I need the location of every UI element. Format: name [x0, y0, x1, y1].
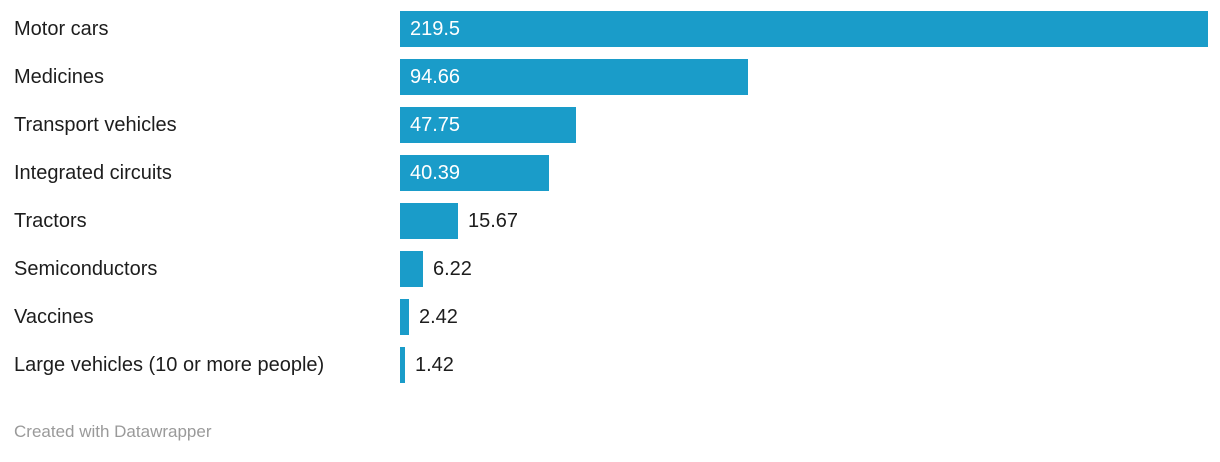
bar-row: Tractors 15.67 — [0, 197, 1220, 245]
value-label: 1.42 — [415, 353, 454, 376]
category-label: Semiconductors — [14, 258, 158, 280]
value-label: 47.75 — [410, 113, 461, 136]
value-label: 2.42 — [419, 305, 458, 328]
bar-area: 1.42 — [400, 347, 1220, 383]
bar-area: 6.22 — [400, 251, 1220, 287]
bar — [400, 347, 405, 383]
bar — [400, 299, 409, 335]
bar-area: 47.75 — [400, 107, 1220, 143]
category-label: Tractors — [14, 210, 87, 232]
category-label: Transport vehicles — [14, 114, 177, 136]
bar-area: 94.66 — [400, 59, 1220, 95]
bar-area: 15.67 — [400, 203, 1220, 239]
category-label: Medicines — [14, 66, 105, 88]
bar-row: Semiconductors 6.22 — [0, 245, 1220, 293]
value-label: 15.67 — [468, 209, 519, 232]
bar: 47.75 — [400, 107, 576, 143]
bar-row: Vaccines 2.42 — [0, 293, 1220, 341]
bar-row: Motor cars 219.5 — [0, 5, 1220, 53]
bar-chart: Motor cars 219.5 Medicines 94.66 Transport v… — [0, 5, 1220, 389]
category-label: Motor cars — [14, 18, 109, 40]
bar-area: 2.42 — [400, 299, 1220, 335]
value-label: 219.5 — [410, 17, 461, 40]
bar: 40.39 — [400, 155, 549, 191]
bar-area: 40.39 — [400, 155, 1220, 191]
bar-row: Transport vehicles 47.75 — [0, 101, 1220, 149]
bar — [400, 251, 423, 287]
bar: 94.66 — [400, 59, 748, 95]
value-label: 6.22 — [433, 257, 472, 280]
bar-row: Large vehicles (10 or more people) 1.42 — [0, 341, 1220, 389]
category-label: Vaccines — [14, 306, 94, 328]
bar-area: 219.5 — [400, 11, 1220, 47]
category-label: Large vehicles (10 or more people) — [14, 354, 325, 376]
bar-row: Medicines 94.66 — [0, 53, 1220, 101]
attribution-text: Created with Datawrapper — [14, 422, 212, 441]
value-label: 40.39 — [410, 161, 461, 184]
bar-row: Integrated circuits 40.39 — [0, 149, 1220, 197]
category-label: Integrated circuits — [14, 162, 172, 184]
bar — [400, 203, 458, 239]
bar-rows: Motor cars 219.5 Medicines 94.66 Transport v… — [0, 5, 1220, 389]
bar: 219.5 — [400, 11, 1208, 47]
value-label: 94.66 — [410, 65, 461, 88]
